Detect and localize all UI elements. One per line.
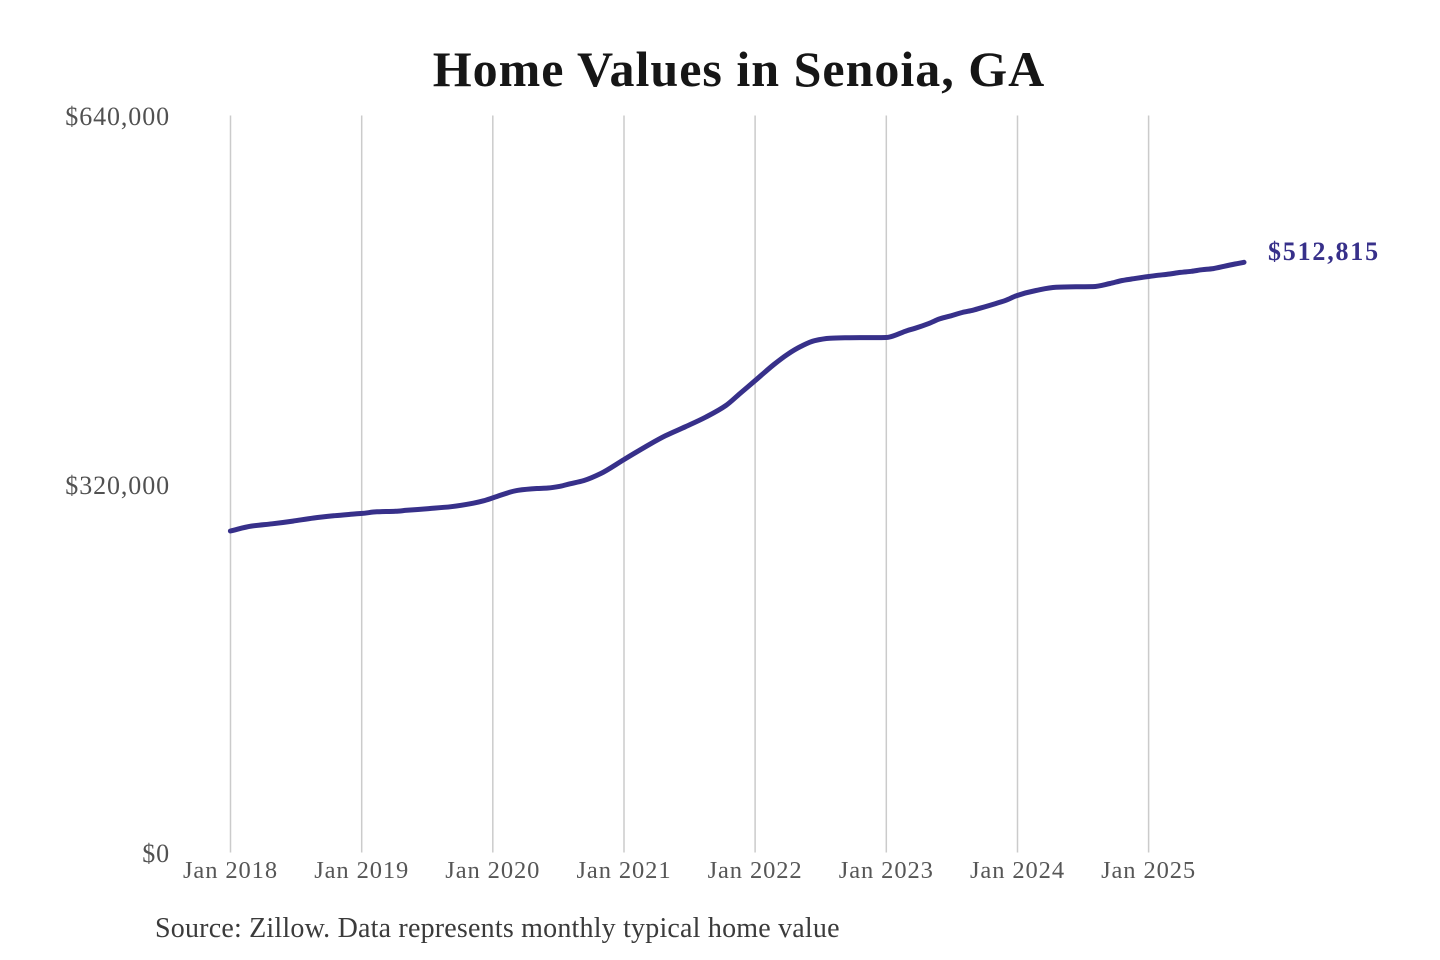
svg-text:Jan 2025: Jan 2025 (1101, 857, 1196, 884)
svg-text:$512,815: $512,815 (1268, 237, 1380, 266)
svg-text:Home Values in Senoia, GA: Home Values in Senoia, GA (433, 41, 1046, 97)
svg-text:$0: $0 (142, 839, 170, 868)
svg-text:Jan 2023: Jan 2023 (839, 857, 934, 884)
svg-text:Jan 2024: Jan 2024 (970, 857, 1065, 884)
svg-text:Jan 2018: Jan 2018 (183, 857, 278, 884)
svg-text:$640,000: $640,000 (65, 102, 170, 131)
svg-text:Jan 2020: Jan 2020 (445, 857, 540, 884)
svg-text:$320,000: $320,000 (65, 471, 170, 500)
svg-text:Source: Zillow. Data represent: Source: Zillow. Data represents monthly … (155, 913, 840, 944)
svg-text:Jan 2022: Jan 2022 (708, 857, 803, 884)
svg-text:Jan 2021: Jan 2021 (577, 857, 672, 884)
svg-text:Jan 2019: Jan 2019 (314, 857, 409, 884)
